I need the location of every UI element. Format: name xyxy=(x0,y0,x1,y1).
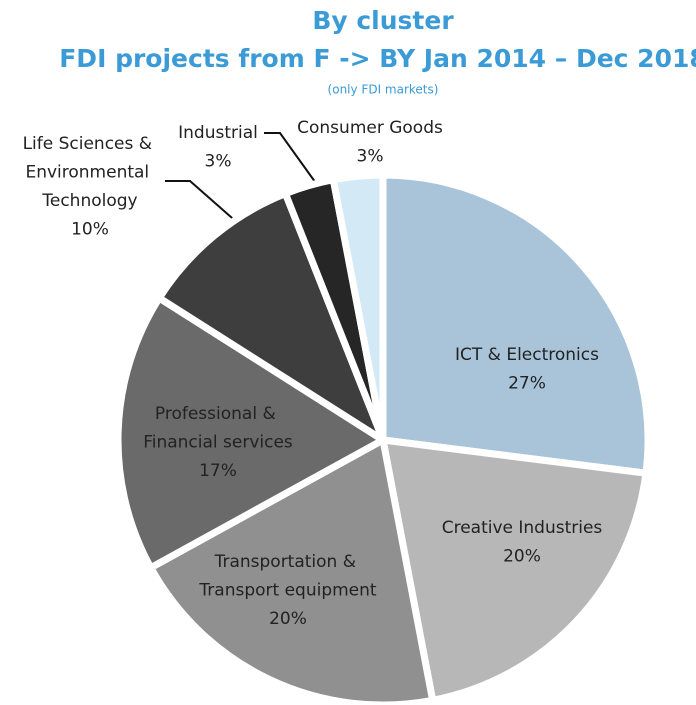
chart-subtitle: FDI projects from F -> BY Jan 2014 – Dec… xyxy=(59,44,696,73)
pie-slice xyxy=(114,294,387,572)
slice-label: Transportation & Transport equipment xyxy=(198,552,377,601)
slice-label: Life Sciences & Environmental Technology xyxy=(23,134,158,211)
slice-value-label: 20% xyxy=(269,609,307,629)
chart-title: By cluster xyxy=(312,6,454,35)
slice-value-label: 3% xyxy=(357,147,384,167)
slice-value-label: 27% xyxy=(508,374,546,394)
slice-label: Industrial xyxy=(178,123,258,143)
slice-label: Professional & Financial services xyxy=(143,404,293,453)
slice-label: Consumer Goods xyxy=(297,118,443,138)
slice-label: Creative Industries xyxy=(442,518,603,538)
slice-value-label: 10% xyxy=(71,220,109,240)
pie-slice xyxy=(379,171,652,477)
slice-value-label: 3% xyxy=(205,152,232,172)
pie-slice xyxy=(329,171,387,444)
leader-line xyxy=(264,132,319,187)
slice-value-label: 17% xyxy=(199,461,237,481)
pie-slice xyxy=(155,190,387,444)
pie-slice xyxy=(379,436,650,704)
chart-note: (only FDI markets) xyxy=(328,83,439,97)
slice-value-label: 20% xyxy=(503,547,541,567)
slice-label: ICT & Electronics xyxy=(455,345,599,365)
leader-line xyxy=(165,180,249,233)
